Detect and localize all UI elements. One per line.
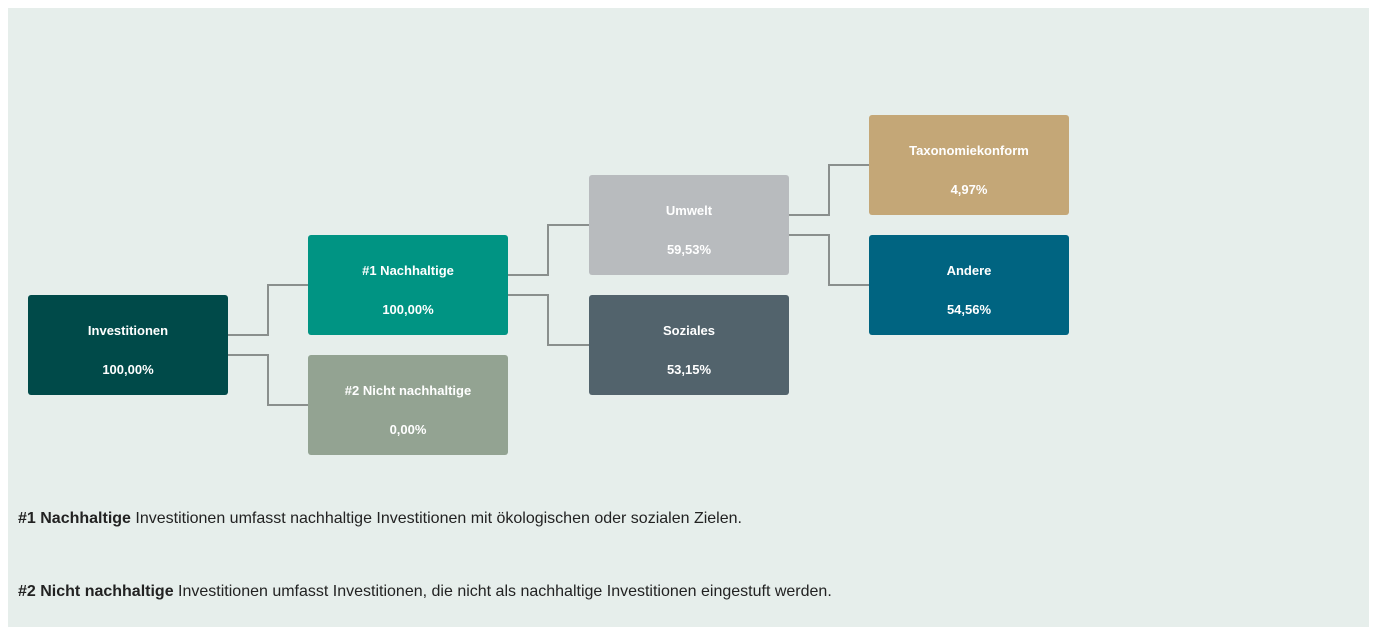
node-value: 4,97% — [950, 182, 988, 197]
node-value: 100,00% — [102, 362, 154, 377]
footnote-term: #2 Nicht nachhaltige — [18, 583, 174, 600]
node: Investitionen 100,00% — [28, 295, 228, 395]
connector — [789, 164, 869, 216]
node-label: Andere — [946, 263, 992, 278]
node-label: #1 Nachhaltige — [362, 263, 454, 278]
footnote: #1 Nachhaltige Investitionen umfasst nac… — [18, 510, 742, 528]
node: Soziales 53,15% — [589, 295, 789, 395]
connector — [228, 354, 308, 406]
node: Taxonomiekonform 4,97% — [869, 115, 1069, 215]
node: Andere 54,56% — [869, 235, 1069, 335]
node-value: 0,00% — [389, 422, 427, 437]
node-label: Taxonomiekonform — [909, 143, 1029, 158]
connector — [228, 284, 308, 336]
connector — [508, 294, 589, 346]
node-value: 53,15% — [666, 362, 712, 377]
footnote-text: Investitionen umfasst Investitionen, die… — [178, 583, 832, 600]
footnote-text: Investitionen umfasst nachhaltige Invest… — [135, 510, 742, 527]
node-value: 59,53% — [666, 242, 712, 257]
node-label: #2 Nicht nachhaltige — [344, 383, 472, 398]
node-value: 100,00% — [382, 302, 434, 317]
connector — [789, 234, 869, 286]
node-value: 54,56% — [946, 302, 992, 317]
footnote-term: #1 Nachhaltige — [18, 510, 131, 527]
node: Umwelt 59,53% — [589, 175, 789, 275]
node-label: Umwelt — [665, 203, 713, 218]
footnote: #2 Nicht nachhaltige Investitionen umfas… — [18, 583, 832, 601]
node-label: Investitionen — [87, 323, 169, 338]
node: #2 Nicht nachhaltige 0,00% — [308, 355, 508, 455]
node-label: Soziales — [662, 323, 716, 338]
connector — [508, 224, 589, 276]
node: #1 Nachhaltige 100,00% — [308, 235, 508, 335]
